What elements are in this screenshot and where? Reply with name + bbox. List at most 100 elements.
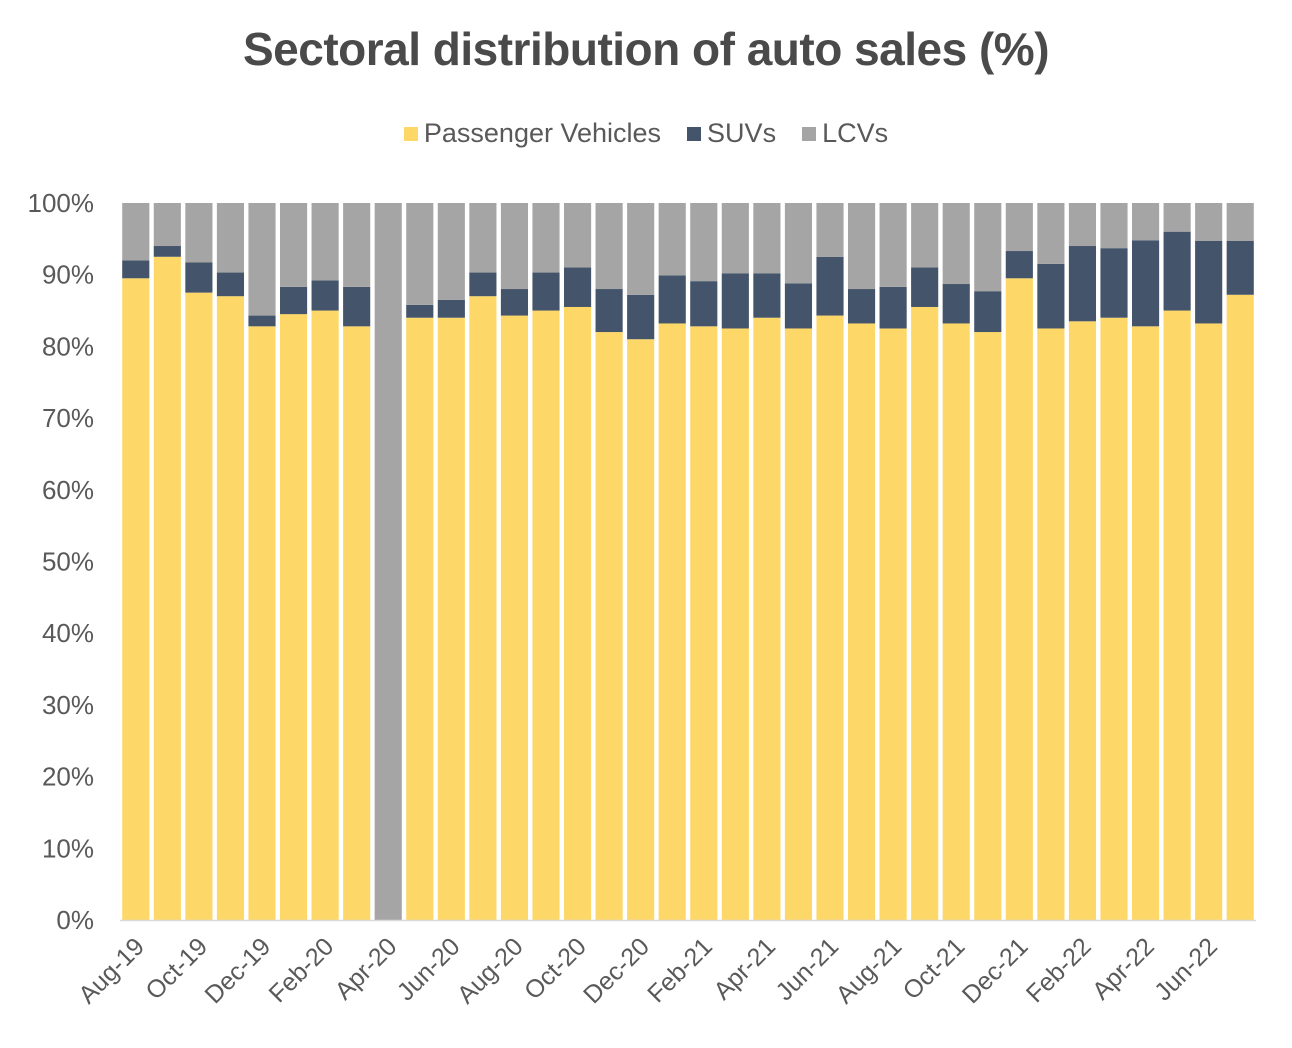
- y-tick-label: 90%: [42, 260, 94, 290]
- bar-segment: [279, 203, 308, 287]
- bar-segment: [563, 267, 592, 307]
- bar-segment: [500, 315, 529, 920]
- bars-group: [122, 203, 1254, 921]
- bar-segment: [1005, 278, 1033, 920]
- y-tick-label: 0%: [56, 905, 94, 935]
- x-tick-label: Jun-20: [392, 932, 466, 1006]
- y-tick-label: 70%: [42, 403, 94, 433]
- x-tick-label: Dec-20: [578, 932, 655, 1009]
- bar-segment: [816, 203, 844, 257]
- bar-segment: [974, 332, 1002, 920]
- bar-segment: [500, 289, 529, 316]
- y-tick-label: 20%: [42, 762, 94, 792]
- bar-segment: [311, 203, 339, 281]
- bar-segment: [1037, 203, 1065, 264]
- bar-segment: [343, 203, 371, 287]
- bar-segment: [1005, 203, 1033, 252]
- bar-segment: [911, 306, 939, 921]
- bar-segment: [879, 203, 907, 287]
- bar-segment: [1100, 248, 1128, 318]
- bar-segment: [1195, 323, 1223, 921]
- bar-segment: [122, 260, 150, 279]
- bar-segment: [784, 328, 813, 921]
- bar-segment: [753, 317, 781, 921]
- bar-segment: [911, 203, 939, 268]
- bar-segment: [406, 203, 434, 305]
- x-tick-label: Feb-20: [264, 932, 340, 1008]
- bar-segment: [532, 272, 560, 311]
- bar-segment: [248, 315, 276, 327]
- bar-segment: [216, 272, 245, 297]
- bar-segment: [311, 310, 339, 920]
- y-tick-label: 30%: [42, 690, 94, 720]
- bar-segment: [153, 246, 181, 257]
- y-tick-label: 50%: [42, 547, 94, 577]
- bar-segment: [532, 310, 560, 920]
- bar-segment: [122, 278, 150, 920]
- x-tick-label: Dec-19: [199, 932, 276, 1009]
- bar-segment: [942, 203, 970, 285]
- bar-segment: [185, 292, 213, 921]
- bar-segment: [279, 314, 308, 920]
- bar-segment: [942, 284, 970, 324]
- bar-segment: [153, 256, 181, 920]
- bar-segment: [1226, 294, 1254, 920]
- x-tick-label: Aug-19: [73, 932, 150, 1009]
- bar-segment: [690, 281, 718, 327]
- legend-swatch-lcvs: [802, 126, 817, 141]
- bar-segment: [532, 203, 560, 273]
- bar-segment: [595, 203, 623, 290]
- legend-label-lcvs: LCVs: [822, 118, 889, 148]
- bar-segment: [1068, 203, 1097, 247]
- bar-segment: [563, 203, 592, 268]
- bar-segment: [1131, 240, 1160, 327]
- bar-segment: [1131, 203, 1160, 241]
- bar-segment: [1100, 317, 1128, 921]
- x-tick-label: Apr-21: [708, 932, 781, 1005]
- bar-segment: [374, 203, 402, 920]
- x-tick-label: Aug-21: [831, 932, 908, 1009]
- bar-segment: [122, 203, 150, 261]
- bar-segment: [1163, 310, 1191, 920]
- bar-segment: [721, 328, 749, 921]
- bar-segment: [595, 332, 623, 920]
- bar-segment: [406, 304, 434, 318]
- x-tick-label: Jun-22: [1149, 932, 1223, 1006]
- bar-segment: [1163, 231, 1191, 311]
- y-tick-label: 10%: [42, 833, 94, 863]
- bar-segment: [469, 296, 497, 921]
- bar-segment: [847, 289, 876, 324]
- bar-segment: [816, 315, 844, 920]
- bar-segment: [248, 326, 276, 920]
- bar-segment: [437, 203, 465, 300]
- bar-segment: [343, 286, 371, 327]
- bar-segment: [185, 203, 213, 263]
- bar-segment: [911, 267, 939, 307]
- bar-segment: [847, 323, 876, 921]
- bar-segment: [784, 203, 813, 284]
- bar-segment: [1226, 241, 1254, 295]
- x-tick-label: Apr-22: [1087, 932, 1160, 1005]
- x-tick-label: Apr-20: [330, 932, 403, 1005]
- bar-segment: [658, 203, 686, 276]
- bar-segment: [1037, 263, 1065, 329]
- bar-segment: [974, 203, 1002, 292]
- bar-segment: [153, 203, 181, 247]
- bar-segment: [437, 317, 465, 921]
- bar-segment: [879, 328, 907, 921]
- y-tick-label: 40%: [42, 618, 94, 648]
- legend-item-suvs: SUVs: [687, 118, 776, 149]
- bar-segment: [879, 286, 907, 329]
- legend-item-passenger-vehicles: Passenger Vehicles: [403, 118, 661, 149]
- x-tick-label: Dec-21: [957, 932, 1034, 1009]
- bar-segment: [1100, 203, 1128, 249]
- bar-segment: [248, 203, 276, 316]
- bar-segment: [627, 203, 655, 295]
- bar-segment: [311, 280, 339, 311]
- bar-segment: [753, 273, 781, 318]
- bar-segment: [753, 203, 781, 274]
- bar-segment: [185, 262, 213, 293]
- x-tick-label: Feb-22: [1021, 932, 1097, 1008]
- bar-segment: [595, 289, 623, 333]
- bar-segment: [690, 203, 718, 282]
